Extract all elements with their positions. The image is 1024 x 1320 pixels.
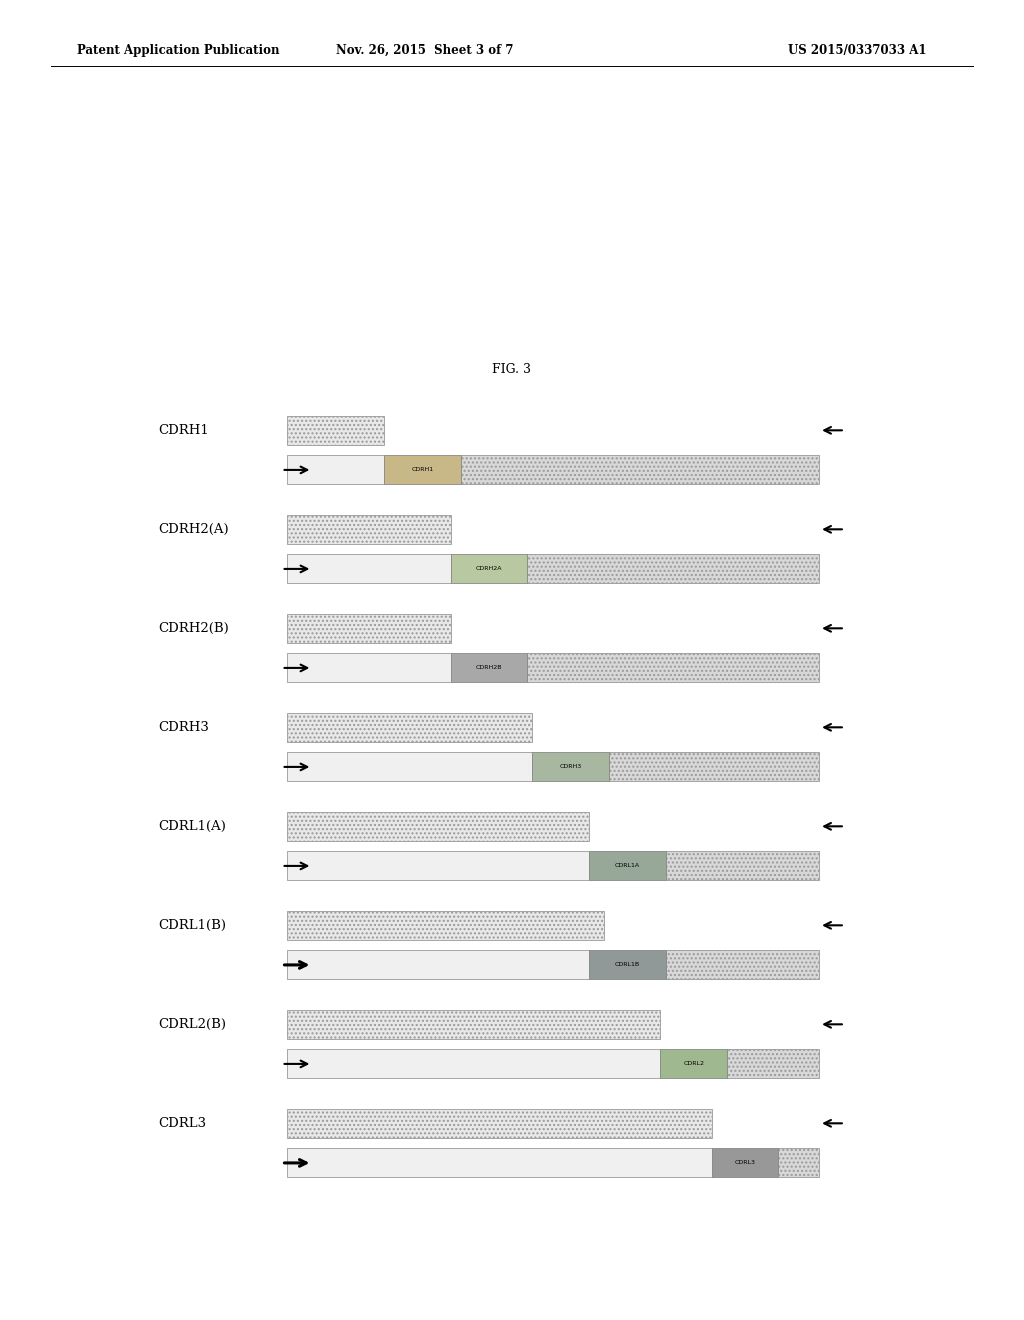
Text: CDRH2(A): CDRH2(A) [159, 523, 229, 536]
Bar [287, 515, 451, 544]
Text: CDRL1B: CDRL1B [614, 962, 640, 968]
Bar [527, 554, 819, 583]
Bar [287, 851, 589, 880]
Bar [589, 851, 666, 880]
Text: CDRH1: CDRH1 [412, 467, 433, 473]
Bar [666, 950, 819, 979]
Bar [287, 416, 384, 445]
Bar [287, 455, 384, 484]
Text: CDRH2(B): CDRH2(B) [159, 622, 229, 635]
Bar [287, 950, 589, 979]
Bar [451, 554, 527, 583]
Bar [727, 1049, 819, 1078]
Bar [660, 1049, 727, 1078]
Bar [287, 1148, 712, 1177]
Bar [287, 752, 532, 781]
Bar [461, 455, 819, 484]
Text: CDRH3: CDRH3 [560, 764, 582, 770]
Text: CDRL3: CDRL3 [734, 1160, 756, 1166]
Text: CDRH1: CDRH1 [159, 424, 210, 437]
Bar [287, 1109, 712, 1138]
Bar [609, 752, 819, 781]
Text: CDRL1A: CDRL1A [614, 863, 640, 869]
Text: US 2015/0337033 A1: US 2015/0337033 A1 [788, 44, 927, 57]
Bar [287, 653, 451, 682]
Bar [287, 554, 451, 583]
Bar [778, 1148, 819, 1177]
Text: CDRH3: CDRH3 [159, 721, 210, 734]
Bar [287, 911, 604, 940]
Text: CDRL2(B): CDRL2(B) [159, 1018, 226, 1031]
Bar [287, 812, 589, 841]
Bar [451, 653, 527, 682]
Text: CDRL2: CDRL2 [683, 1061, 705, 1067]
Bar [712, 1148, 778, 1177]
Bar [532, 752, 609, 781]
Text: CDRL1(B): CDRL1(B) [159, 919, 226, 932]
Bar [287, 614, 451, 643]
Bar [666, 851, 819, 880]
Text: CDRH2A: CDRH2A [476, 566, 502, 572]
Bar [287, 1049, 660, 1078]
Text: Nov. 26, 2015  Sheet 3 of 7: Nov. 26, 2015 Sheet 3 of 7 [336, 44, 514, 57]
Text: FIG. 3: FIG. 3 [493, 363, 531, 376]
Bar [527, 653, 819, 682]
Bar [589, 950, 666, 979]
Bar [384, 455, 461, 484]
Text: CDRL1(A): CDRL1(A) [159, 820, 226, 833]
Text: CDRL3: CDRL3 [159, 1117, 207, 1130]
Bar [287, 1010, 660, 1039]
Text: Patent Application Publication: Patent Application Publication [77, 44, 280, 57]
Bar [287, 713, 532, 742]
Text: CDRH2B: CDRH2B [476, 665, 502, 671]
